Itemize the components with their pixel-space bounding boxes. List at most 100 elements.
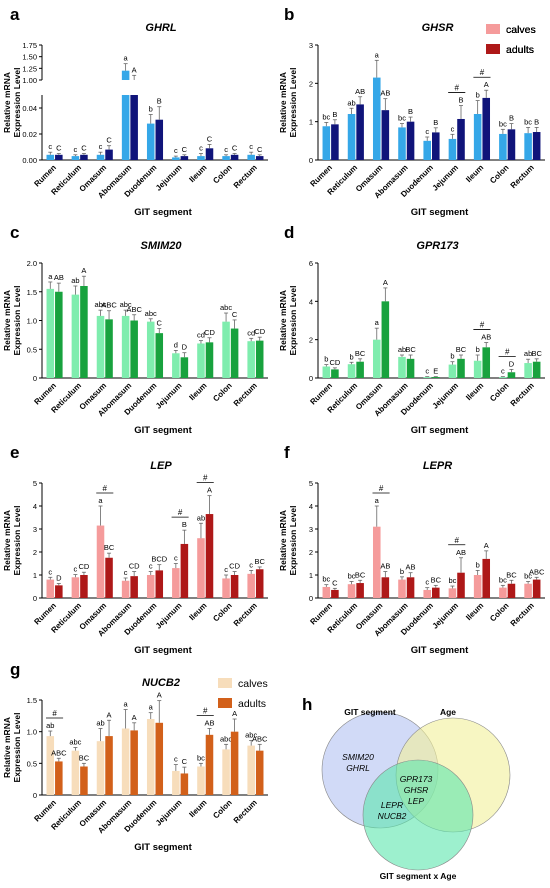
significance-letter: c [48,567,52,576]
significance-letter: ab [398,345,406,354]
significance-letter: a [124,54,129,63]
panel-letter: d [284,223,294,242]
legend-label: calves [506,24,536,36]
x-tick-label: Rectum [232,798,259,825]
y-tick-label: 0 [33,594,37,603]
significance-letter: b [450,352,454,361]
y-tick-label: 5 [33,479,37,488]
significance-letter: C [182,757,188,766]
significance-letter: AB [456,548,466,557]
venn-gene-label: NUCB2 [378,811,407,821]
significance-letter: cd [197,331,205,340]
bar [180,543,189,598]
x-tick-label: Ileum [464,163,485,184]
significance-letter: bc [322,112,330,121]
venn-gene-label: LEP [408,796,424,806]
bar [457,572,465,598]
bar [96,154,105,160]
y-tick-label: 0.5 [27,345,37,354]
x-tick-label: Colon [488,163,510,185]
bar [180,773,189,795]
x-tick-label: Colon [211,601,233,623]
chart-title: LEPR [423,460,452,472]
bar [247,573,255,598]
x-axis-label: GIT segment [134,645,192,656]
y-axis-label-line: Relative mRNA [278,510,288,571]
significance-letter: ABC [51,748,67,757]
y-axis-label: Relative mRNA Expression Level [2,713,22,783]
significance-letter: d [174,340,178,349]
bar [130,320,138,378]
bar [71,156,80,160]
bar [322,366,331,378]
bar [222,578,230,598]
bar [146,321,155,378]
x-tick-label: Colon [211,163,233,185]
bar [356,104,364,160]
legend-label: calves [506,24,536,36]
bar [448,364,457,378]
significance-letter: BC [104,543,115,552]
y-axis-label-line: Relative mRNA [2,72,12,133]
bar [222,156,230,160]
significance-letter: b [476,345,480,354]
y-tick-label: 1 [309,571,313,580]
chart-panel-g: g NUCB2 Relative mRNA Expression Level 0 0.5 1… [2,660,268,853]
significance-letter: c [501,367,505,376]
chart-title: SMIM20 [141,240,183,252]
significance-letter: a [375,50,380,59]
bar [432,587,440,598]
bar [80,575,88,598]
significance-letter: bc [524,117,532,126]
bar [448,138,457,160]
significance-letter: ab [96,719,104,728]
legend-swatch [218,678,232,688]
hash-mark: # [178,508,183,517]
hash-mark: # [454,84,459,93]
bar [222,749,230,795]
bar [155,119,164,160]
significance-letter: c [174,146,178,155]
significance-letter: A [484,541,489,550]
x-tick-label: Ileum [187,163,208,184]
bar [96,525,105,598]
bar [482,558,491,598]
bar [473,575,482,598]
bar [255,750,264,795]
significance-letter: bc [448,576,456,585]
y-tick-label: 4 [309,297,313,306]
significance-letter: BC [355,570,366,579]
bar [121,728,130,795]
significance-letter: c [425,367,429,376]
significance-letter: AB [204,719,214,728]
x-tick-label: Rectum [509,601,536,628]
bar [507,372,516,378]
significance-letter: AB [355,87,365,96]
significance-letter: bc [398,114,406,123]
hash-mark: # [379,484,384,493]
hash-mark: # [103,484,108,493]
y-tick-label: 0 [33,374,37,383]
venn-set-label: GIT segment x Age [380,871,457,881]
bar [331,124,339,160]
hash-mark: # [480,321,485,330]
venn-gene-label: GHRL [346,763,370,773]
chart-title: GHSR [422,22,454,34]
y-axis-label-line: Expression Level [12,68,22,138]
significance-letter: B [182,520,187,529]
significance-letter: B [509,114,514,123]
significance-letter: a [124,700,129,709]
panel-letter: c [10,223,19,242]
bar [71,750,80,795]
legend-label: adults [506,44,534,56]
bar [105,319,113,378]
x-tick-label: Colon [211,798,233,820]
significance-letter: ab [71,276,79,285]
x-axis-label: GIT segment [134,425,192,436]
bar [473,360,482,378]
bar [230,575,239,598]
y-tick-label: 0 [309,374,313,383]
hash-mark: # [203,707,208,716]
significance-letter: AB [380,562,390,571]
